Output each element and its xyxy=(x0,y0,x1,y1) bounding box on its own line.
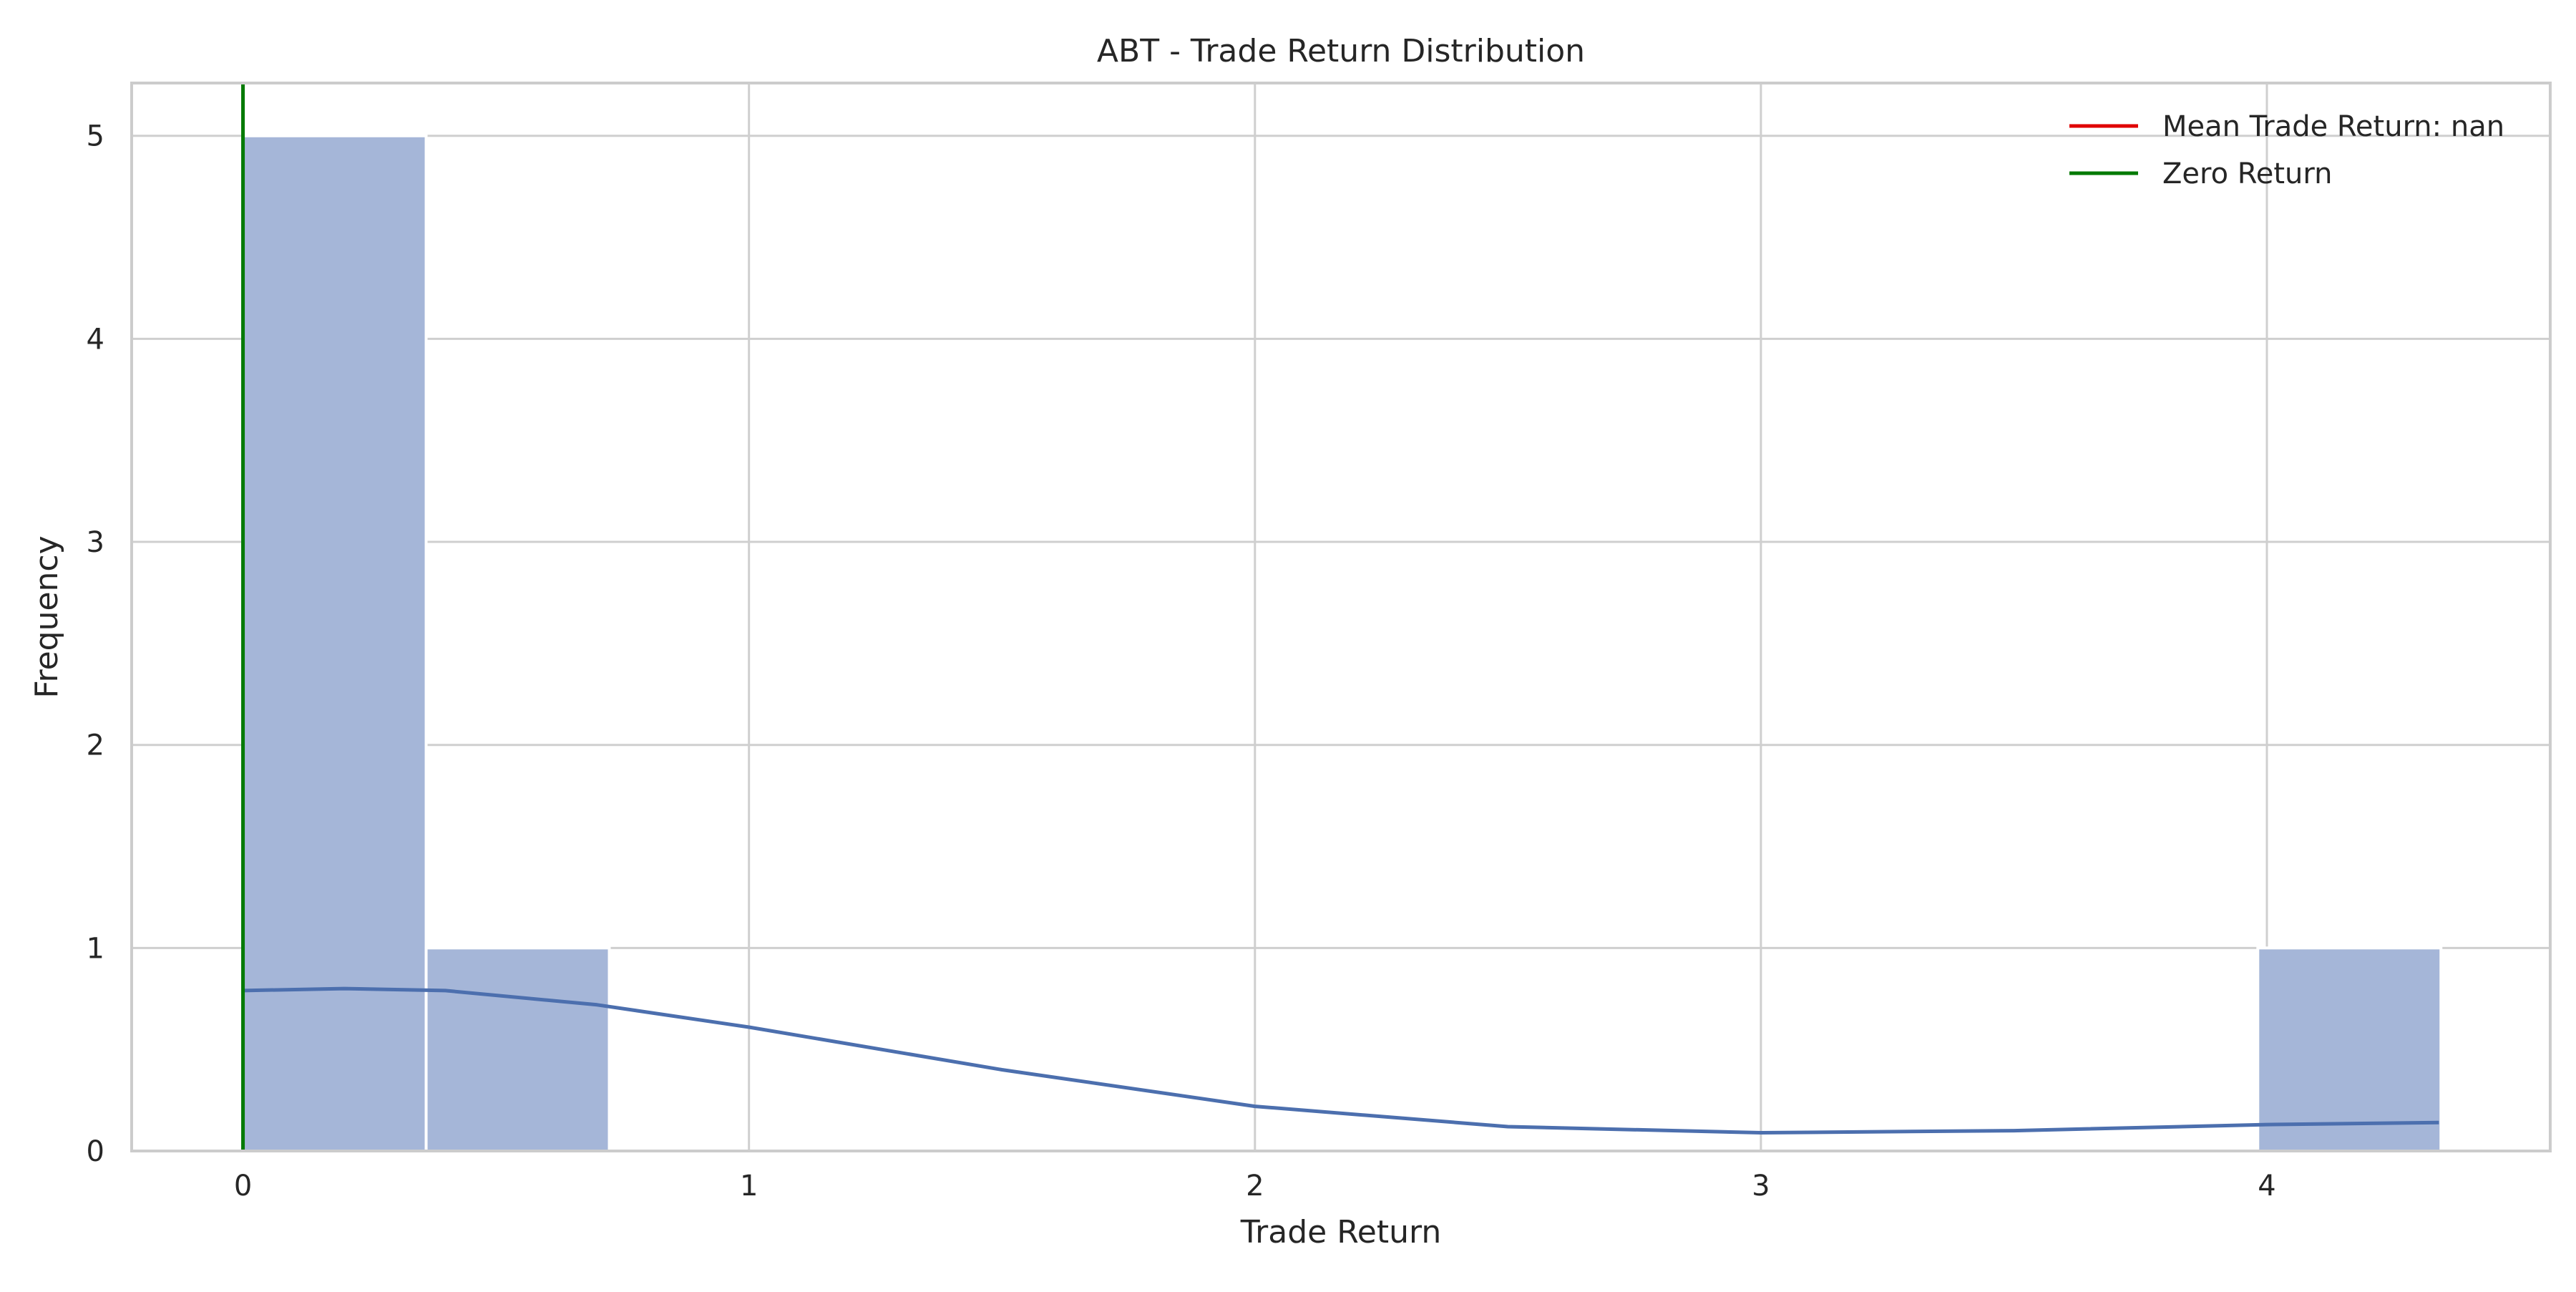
y-tick-label: 2 xyxy=(87,729,104,762)
x-tick-label: 4 xyxy=(2258,1170,2275,1203)
y-tick-label: 1 xyxy=(87,932,104,965)
line-layer xyxy=(241,83,2439,1151)
x-axis-label: Trade Return xyxy=(1240,1214,1441,1250)
histogram-bar xyxy=(424,946,611,1153)
x-tick-label: 1 xyxy=(740,1170,758,1203)
legend-label-zero: Zero Return xyxy=(2162,157,2333,190)
y-tick-label: 0 xyxy=(87,1135,104,1168)
y-tick-label: 4 xyxy=(87,323,104,356)
y-tick-label: 5 xyxy=(87,120,104,153)
legend-label-mean: Mean Trade Return: nan xyxy=(2162,110,2504,143)
kde-curve xyxy=(243,986,2439,1135)
x-tick-label: 3 xyxy=(1752,1170,1770,1203)
chart-title: ABT - Trade Return Distribution xyxy=(1097,33,1585,69)
legend: Mean Trade Return: nan Zero Return xyxy=(2069,110,2504,190)
x-tick-label: 2 xyxy=(1246,1170,1264,1203)
histogram-bar xyxy=(2256,946,2443,1153)
plot-frame xyxy=(130,82,2552,1152)
bar-layer xyxy=(241,134,2443,1153)
histogram-bar xyxy=(241,134,428,1153)
y-axis-label: Frequency xyxy=(29,535,65,698)
x-tick-label: 0 xyxy=(234,1170,252,1203)
y-tick-label: 3 xyxy=(87,526,104,559)
tick-layer: 0 1 2 3 4 0 1 2 3 4 5 xyxy=(87,120,2276,1203)
